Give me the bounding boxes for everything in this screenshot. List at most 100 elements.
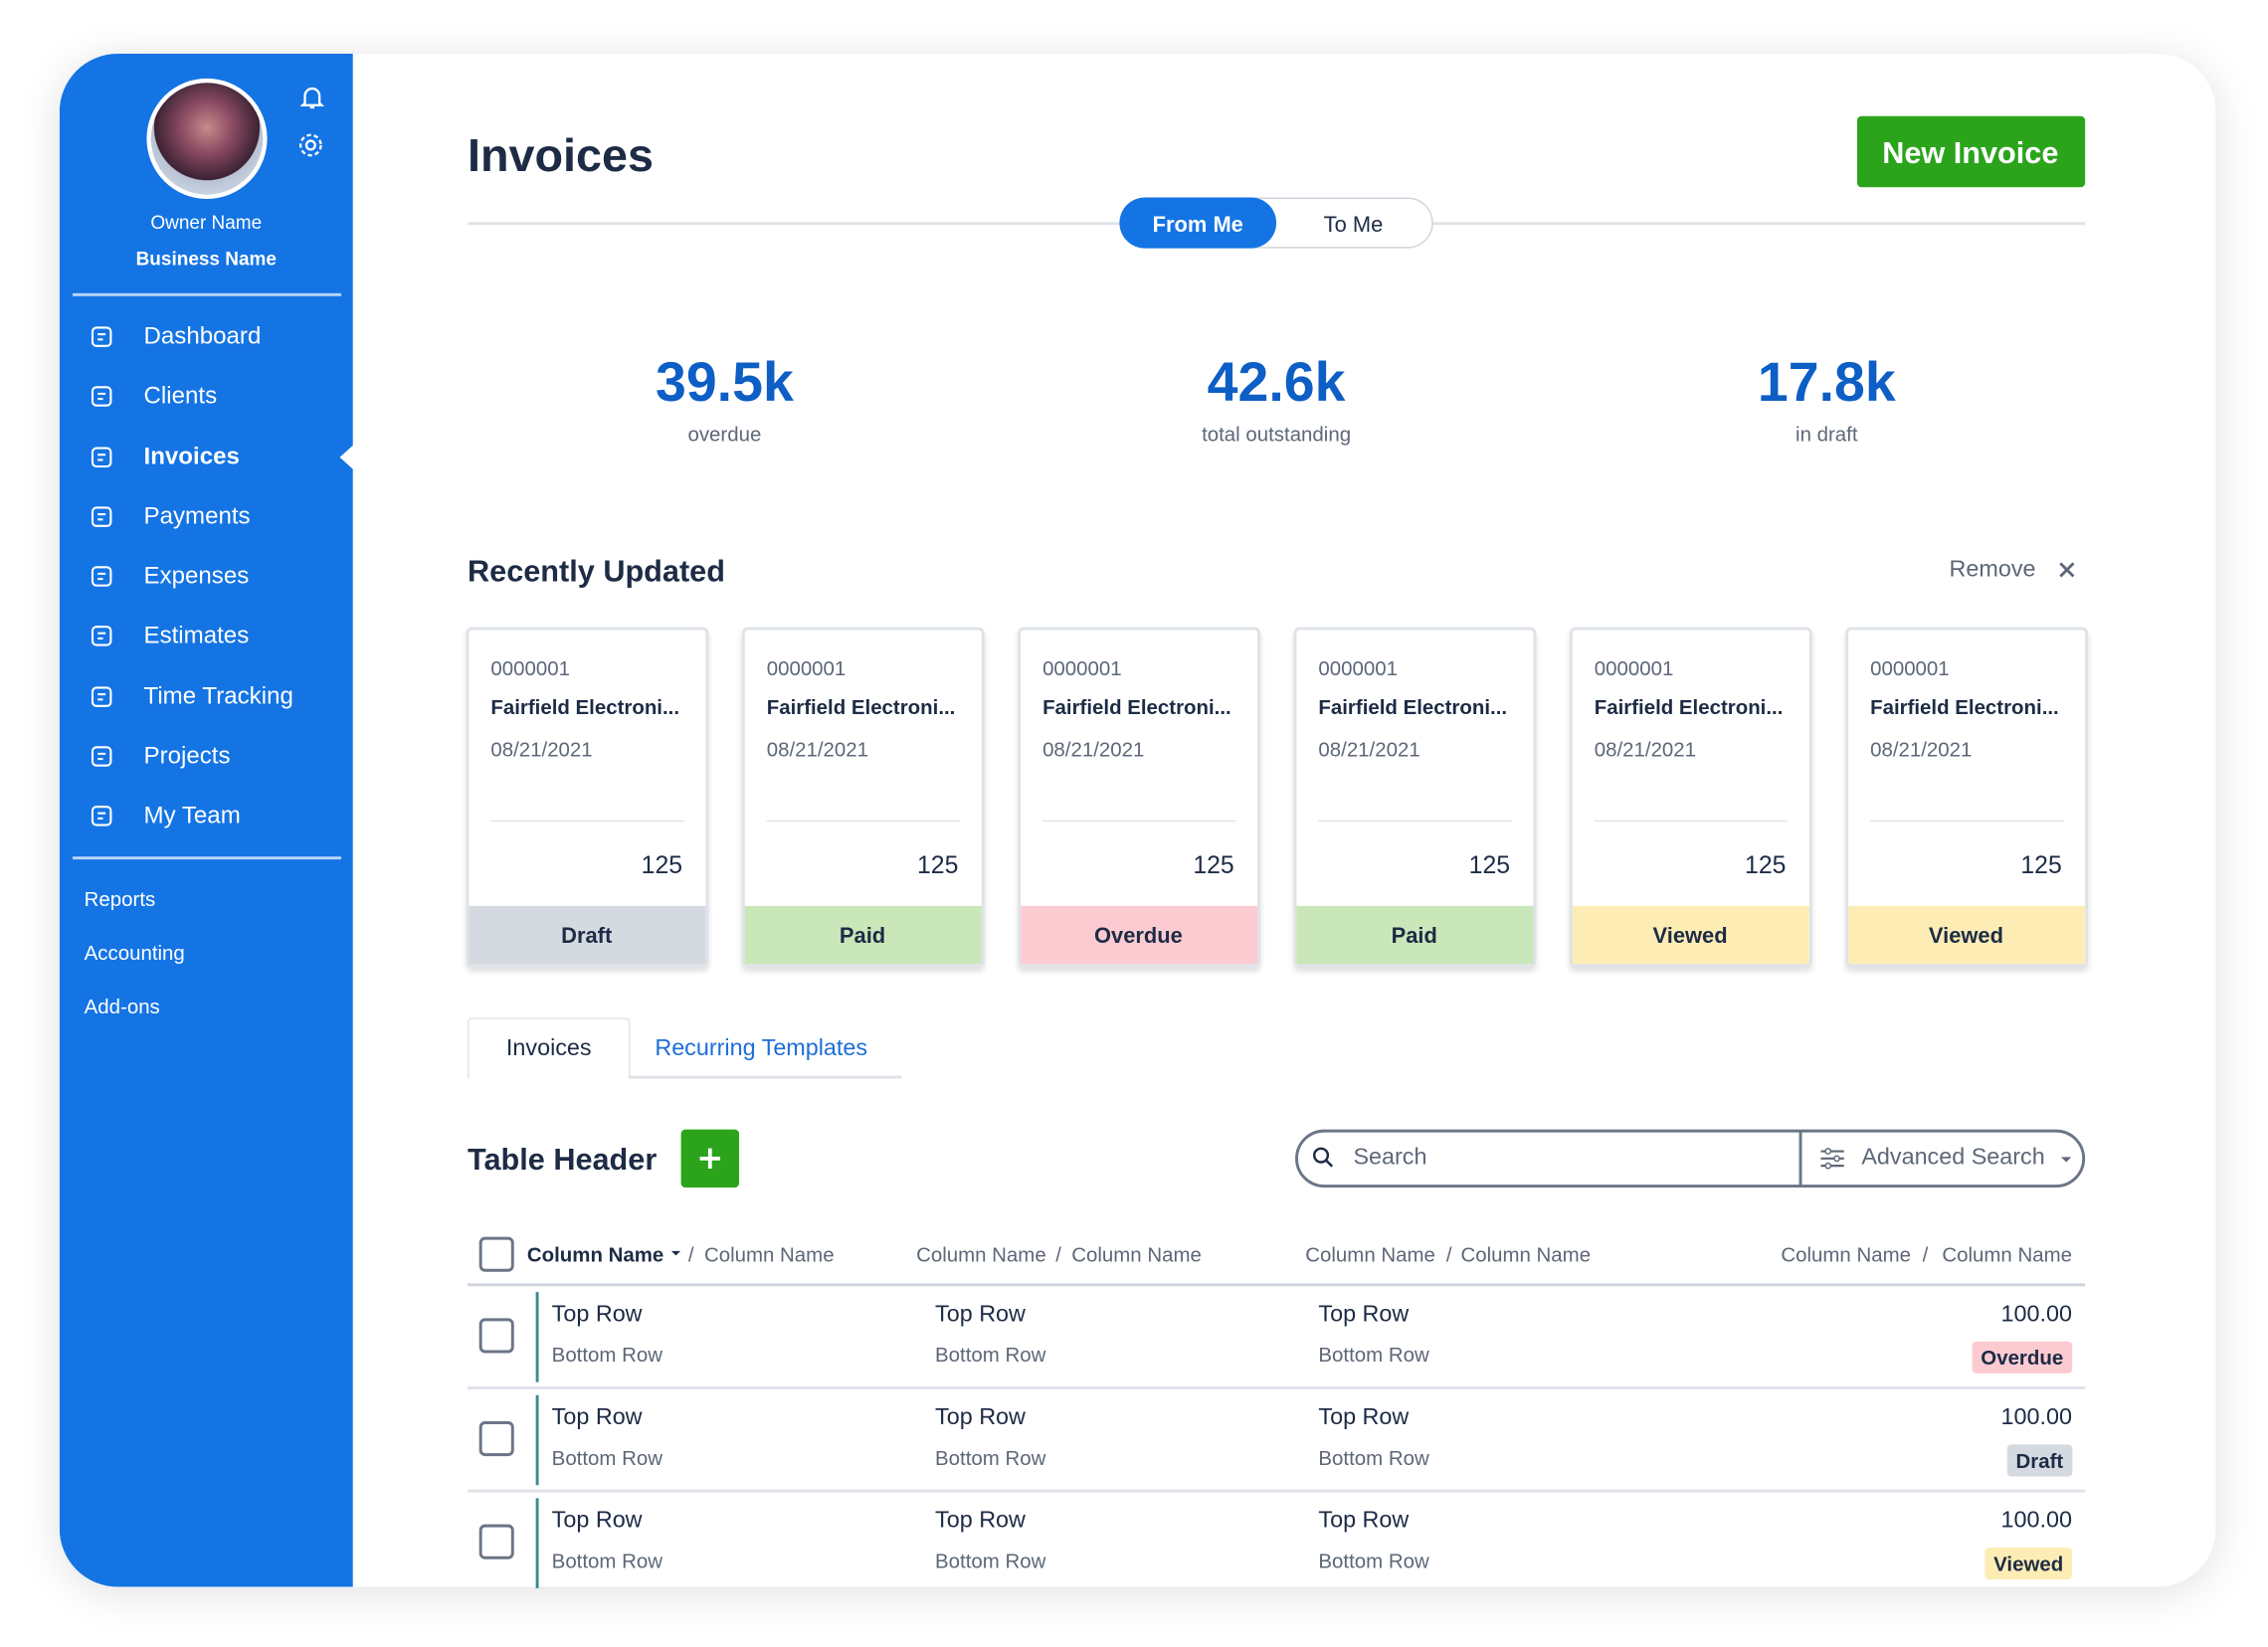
section-title: Recently Updated	[468, 555, 725, 589]
avatar	[146, 78, 268, 199]
table-title: Table Header	[468, 1143, 658, 1178]
column-name[interactable]: Column Name	[1942, 1242, 2072, 1266]
card-divider	[1318, 820, 1512, 823]
cell-top: Top Row	[1318, 1508, 1410, 1534]
card-status-bar	[1296, 905, 1534, 965]
card-status: Overdue	[1093, 924, 1183, 949]
nav-item[interactable]: My Team	[143, 802, 241, 829]
card-client: Fairfield Electroni...	[1042, 695, 1231, 719]
column-name[interactable]: Column Name	[1460, 1242, 1592, 1266]
toggle-option[interactable]: To Me	[1323, 212, 1384, 238]
column-name[interactable]: Column Name	[1305, 1242, 1435, 1266]
business-name: Business Name	[135, 247, 277, 270]
row-divider	[468, 1386, 2086, 1389]
search-box[interactable]	[1295, 1129, 2086, 1189]
checkbox[interactable]	[478, 1524, 514, 1559]
card-status: Viewed	[1928, 924, 2003, 949]
page-title: Invoices	[468, 128, 654, 182]
stat-label: in draft	[1796, 422, 1858, 447]
card-number: 0000001	[1594, 655, 1674, 680]
checkbox[interactable]	[478, 1236, 514, 1272]
search-placeholder: Search	[1353, 1145, 1427, 1171]
cell-bottom: Bottom Row	[935, 1343, 1046, 1367]
card-amount: 125	[641, 851, 683, 879]
stat-value: 17.8k	[1757, 352, 1896, 415]
nav-item[interactable]: Invoices	[143, 444, 240, 470]
card-date: 08/21/2021	[1870, 737, 1973, 761]
cell-bottom: Bottom Row	[935, 1445, 1046, 1470]
stat-label: overdue	[687, 422, 762, 447]
cell-top: Top Row	[935, 1404, 1026, 1430]
secondary-nav-item[interactable]: Add-ons	[84, 994, 160, 1018]
nav-item[interactable]: Expenses	[143, 562, 250, 590]
card-amount: 125	[1193, 851, 1234, 879]
cell-top: Top Row	[1318, 1302, 1410, 1328]
owner-name: Owner Name	[150, 211, 263, 234]
card-amount: 125	[2020, 851, 2062, 879]
column-separator: /	[687, 1242, 694, 1266]
plus-icon	[699, 1148, 721, 1170]
card-status-bar	[1572, 905, 1809, 965]
card-amount: 125	[916, 851, 959, 879]
tab[interactable]: Recurring Templates	[655, 1036, 868, 1062]
card-date: 08/21/2021	[1594, 737, 1697, 761]
nav-item[interactable]: Payments	[143, 503, 251, 530]
nav-item[interactable]: Dashboard	[143, 323, 262, 350]
tab-active[interactable]	[468, 1017, 631, 1079]
column-name[interactable]: Column Name	[526, 1242, 664, 1266]
checkbox[interactable]	[478, 1318, 514, 1354]
table-header-line	[468, 1283, 2086, 1286]
card-client: Fairfield Electroni...	[1870, 695, 2059, 719]
active-pointer	[339, 444, 355, 470]
stat-label: total outstanding	[1202, 422, 1352, 447]
sidebar-divider	[72, 292, 342, 296]
cell-bottom: Bottom Row	[551, 1549, 662, 1572]
card-status-bar	[744, 905, 982, 965]
remove-link[interactable]: Remove	[1949, 557, 2036, 583]
row-amount: 100.00	[2000, 1404, 2072, 1430]
nav-item[interactable]: Estimates	[143, 622, 250, 649]
toggle-active	[1119, 197, 1277, 249]
row-amount: 100.00	[2000, 1508, 2072, 1534]
card-client: Fairfield Electroni...	[490, 695, 680, 719]
row-accent	[535, 1394, 539, 1486]
search-divider	[1798, 1131, 1801, 1187]
tab[interactable]: Invoices	[505, 1036, 592, 1062]
secondary-nav-item[interactable]: Accounting	[84, 940, 185, 965]
card-status-bar	[1021, 905, 1258, 965]
sidebar-divider	[72, 856, 342, 860]
row-accent	[535, 1498, 539, 1588]
nav-icon	[91, 746, 112, 767]
cell-bottom: Bottom Row	[1318, 1343, 1429, 1367]
column-name[interactable]: Column Name	[916, 1242, 1046, 1266]
nav-item[interactable]: Projects	[143, 743, 231, 770]
new-invoice-button[interactable]	[1856, 115, 2086, 188]
card-date: 08/21/2021	[490, 737, 593, 761]
new-invoice-label: New Invoice	[1882, 136, 2059, 171]
nav-icon	[91, 506, 112, 527]
advanced-search[interactable]: Advanced Search	[1861, 1145, 2045, 1171]
tab-underline	[629, 1075, 902, 1078]
cell-top: Top Row	[551, 1302, 643, 1328]
notification-bell	[299, 87, 325, 109]
close-icon	[2059, 562, 2075, 578]
nav-icon	[91, 806, 112, 826]
checkbox[interactable]	[478, 1421, 514, 1457]
nav-item[interactable]: Clients	[143, 382, 218, 410]
card-client: Fairfield Electroni...	[1318, 695, 1508, 719]
cell-top: Top Row	[551, 1508, 643, 1534]
column-name[interactable]: Column Name	[703, 1242, 835, 1266]
sidebar	[59, 54, 353, 1587]
card-client: Fairfield Electroni...	[1594, 695, 1784, 719]
filter-icon	[1820, 1148, 1844, 1170]
column-name[interactable]: Column Name	[1781, 1242, 1911, 1266]
card-number: 0000001	[766, 655, 847, 680]
nav-item[interactable]: Time Tracking	[143, 683, 293, 710]
toggle-option[interactable]: From Me	[1152, 212, 1243, 238]
column-name[interactable]: Column Name	[1071, 1242, 1202, 1266]
secondary-nav-item[interactable]: Reports	[84, 886, 156, 911]
column-separator: /	[1445, 1242, 1452, 1266]
card-amount: 125	[1468, 851, 1511, 879]
